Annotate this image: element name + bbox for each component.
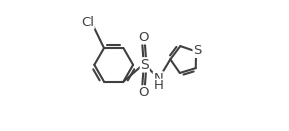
- Text: Cl: Cl: [81, 16, 94, 29]
- Text: O: O: [138, 86, 149, 99]
- Text: O: O: [138, 31, 149, 44]
- Text: S: S: [193, 44, 201, 57]
- Text: H: H: [153, 79, 163, 92]
- Text: N: N: [153, 72, 163, 85]
- Text: S: S: [140, 58, 149, 72]
